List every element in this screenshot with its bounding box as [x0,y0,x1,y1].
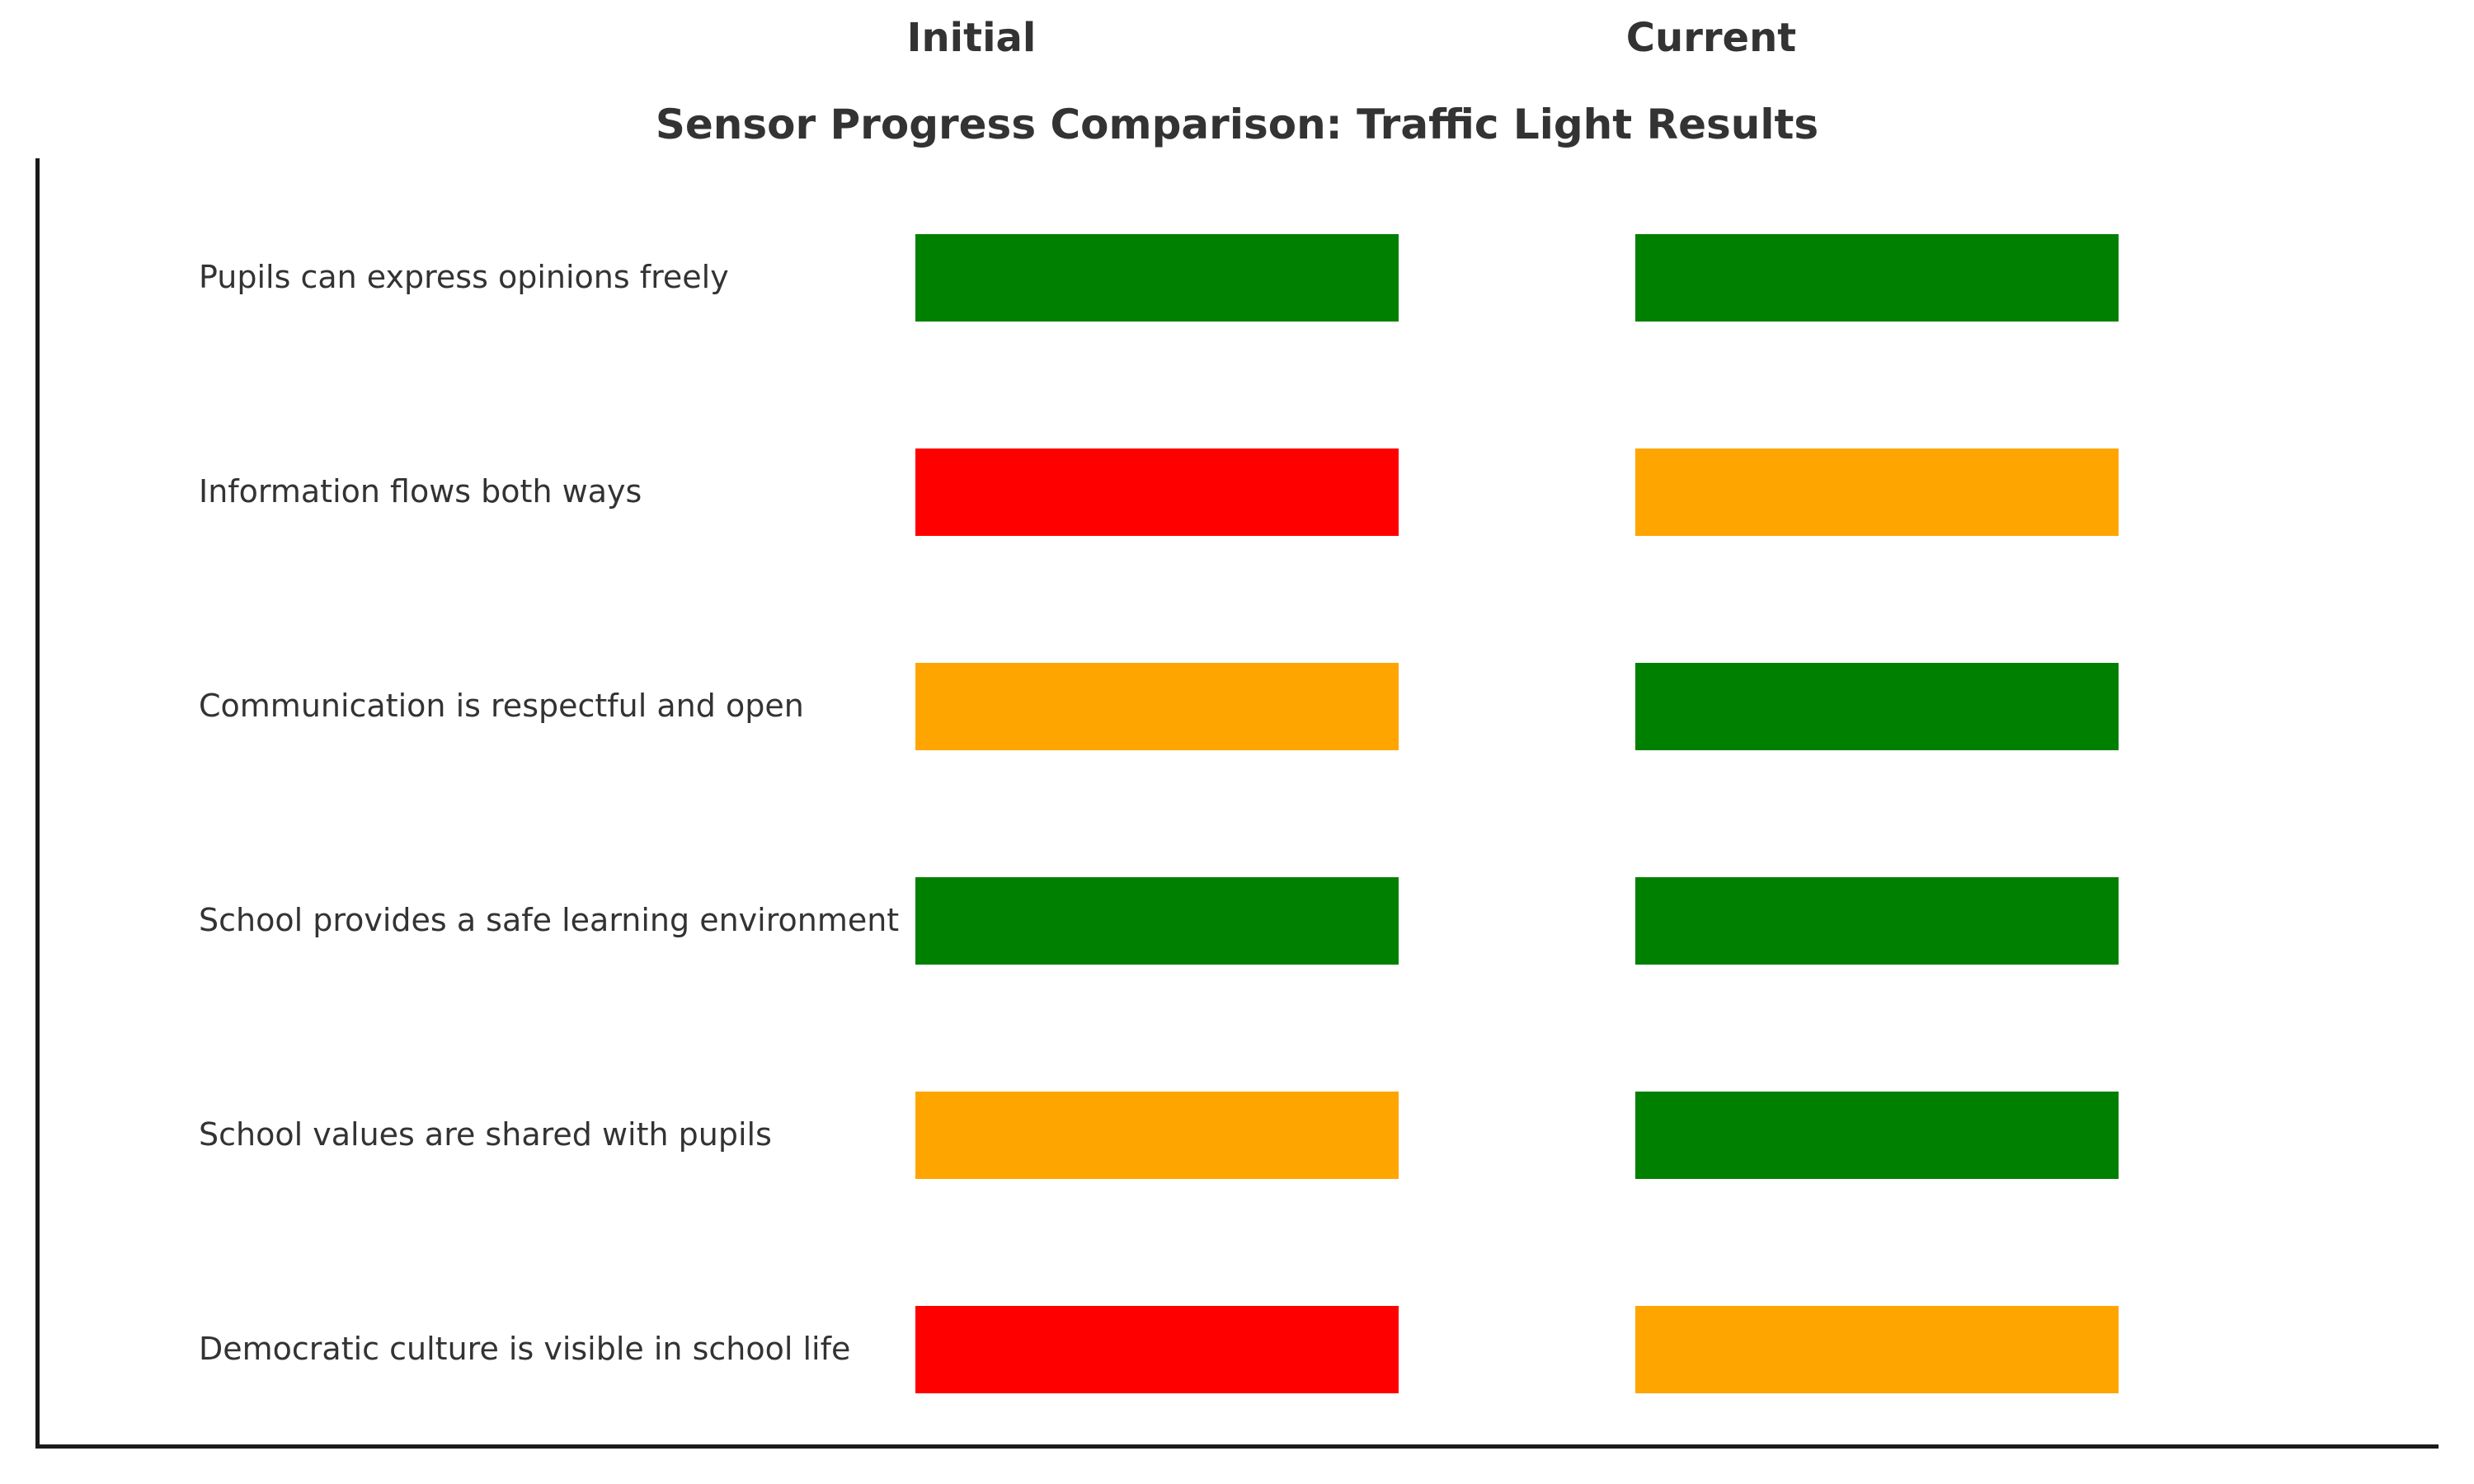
initial-status-bar [915,1092,1399,1179]
current-status-bar [1635,663,2119,750]
initial-status-bar [915,663,1399,750]
row-label: Information flows both ways [199,473,642,510]
initial-status-bar [915,234,1399,322]
chart-title: Sensor Progress Comparison: Traffic Ligh… [655,101,1819,148]
row-label: School values are shared with pupils [199,1116,772,1153]
column-header-initial: Initial [906,15,1037,61]
x-axis-spine [35,1444,2439,1449]
column-header-current: Current [1625,15,1797,61]
current-status-bar [1635,1092,2119,1179]
current-status-bar [1635,877,2119,965]
row-label: Pupils can express opinions freely [199,259,729,296]
initial-status-bar [915,448,1399,536]
initial-status-bar [915,877,1399,965]
row-label: Democratic culture is visible in school … [199,1331,851,1368]
row-label: Communication is respectful and open [199,688,804,725]
initial-status-bar [915,1306,1399,1393]
row-label: School provides a safe learning environm… [199,902,900,939]
y-axis-spine [35,158,40,1449]
current-status-bar [1635,1306,2119,1393]
current-status-bar [1635,234,2119,322]
current-status-bar [1635,448,2119,536]
